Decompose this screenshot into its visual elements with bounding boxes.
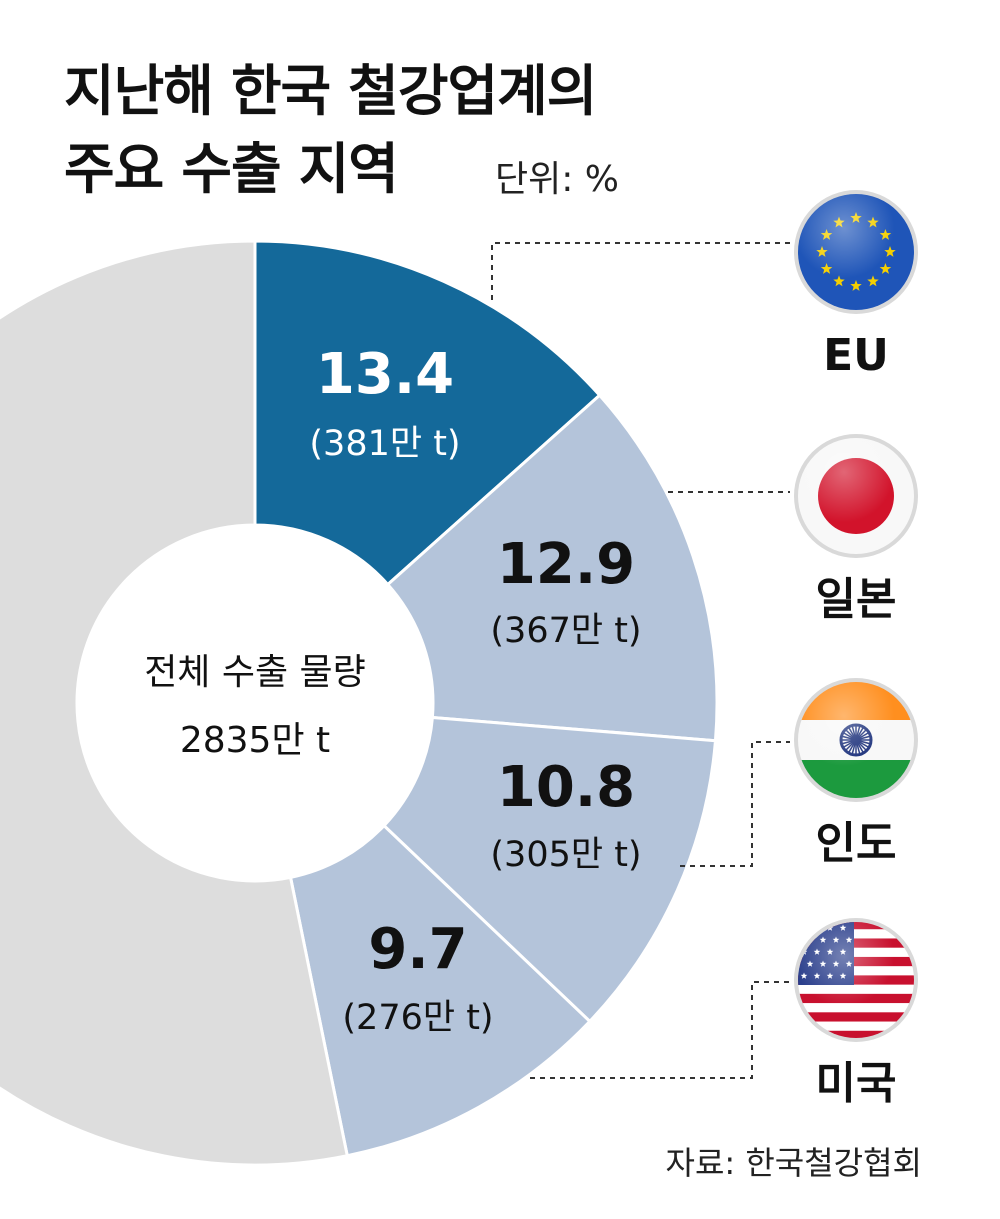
unit-label: 단위: % [495,159,620,200]
usa-flag-icon [794,918,918,1042]
value-label-japan: 12.9 [497,532,635,597]
country-label-eu: EU [823,330,889,381]
volume-label-japan: (367만 t) [490,611,641,651]
country-label-usa: 미국 [816,1058,897,1109]
value-label-india: 10.8 [497,755,635,820]
country-label-japan: 일본 [816,574,897,625]
value-label-eu: 13.4 [316,342,454,407]
volume-label-eu: (381만 t) [309,424,460,464]
center-label: 전체 수출 물량 [144,652,366,693]
volume-label-usa: (276만 t) [342,998,493,1038]
value-label-usa: 9.7 [368,917,467,982]
volume-label-india: (305만 t) [490,835,641,875]
center-value: 2835만 t [180,720,330,761]
source-note: 자료: 한국철강협회 [665,1144,922,1182]
leader-line-usa [530,981,790,1079]
chart-title: 지난해 한국 철강업계의 주요 수출 지역 [64,52,597,208]
eu-flag-icon [794,190,918,314]
india-flag-icon [794,678,918,802]
title-line-1: 지난해 한국 철강업계의 [64,59,597,123]
title-line-2: 주요 수출 지역 [64,137,399,201]
donut-hole [77,525,433,881]
leader-line-eu [491,242,790,300]
japan-flag-icon [794,434,918,558]
slice-eu [253,239,602,587]
leader-line-india [680,741,790,867]
country-label-india: 인도 [816,818,897,869]
